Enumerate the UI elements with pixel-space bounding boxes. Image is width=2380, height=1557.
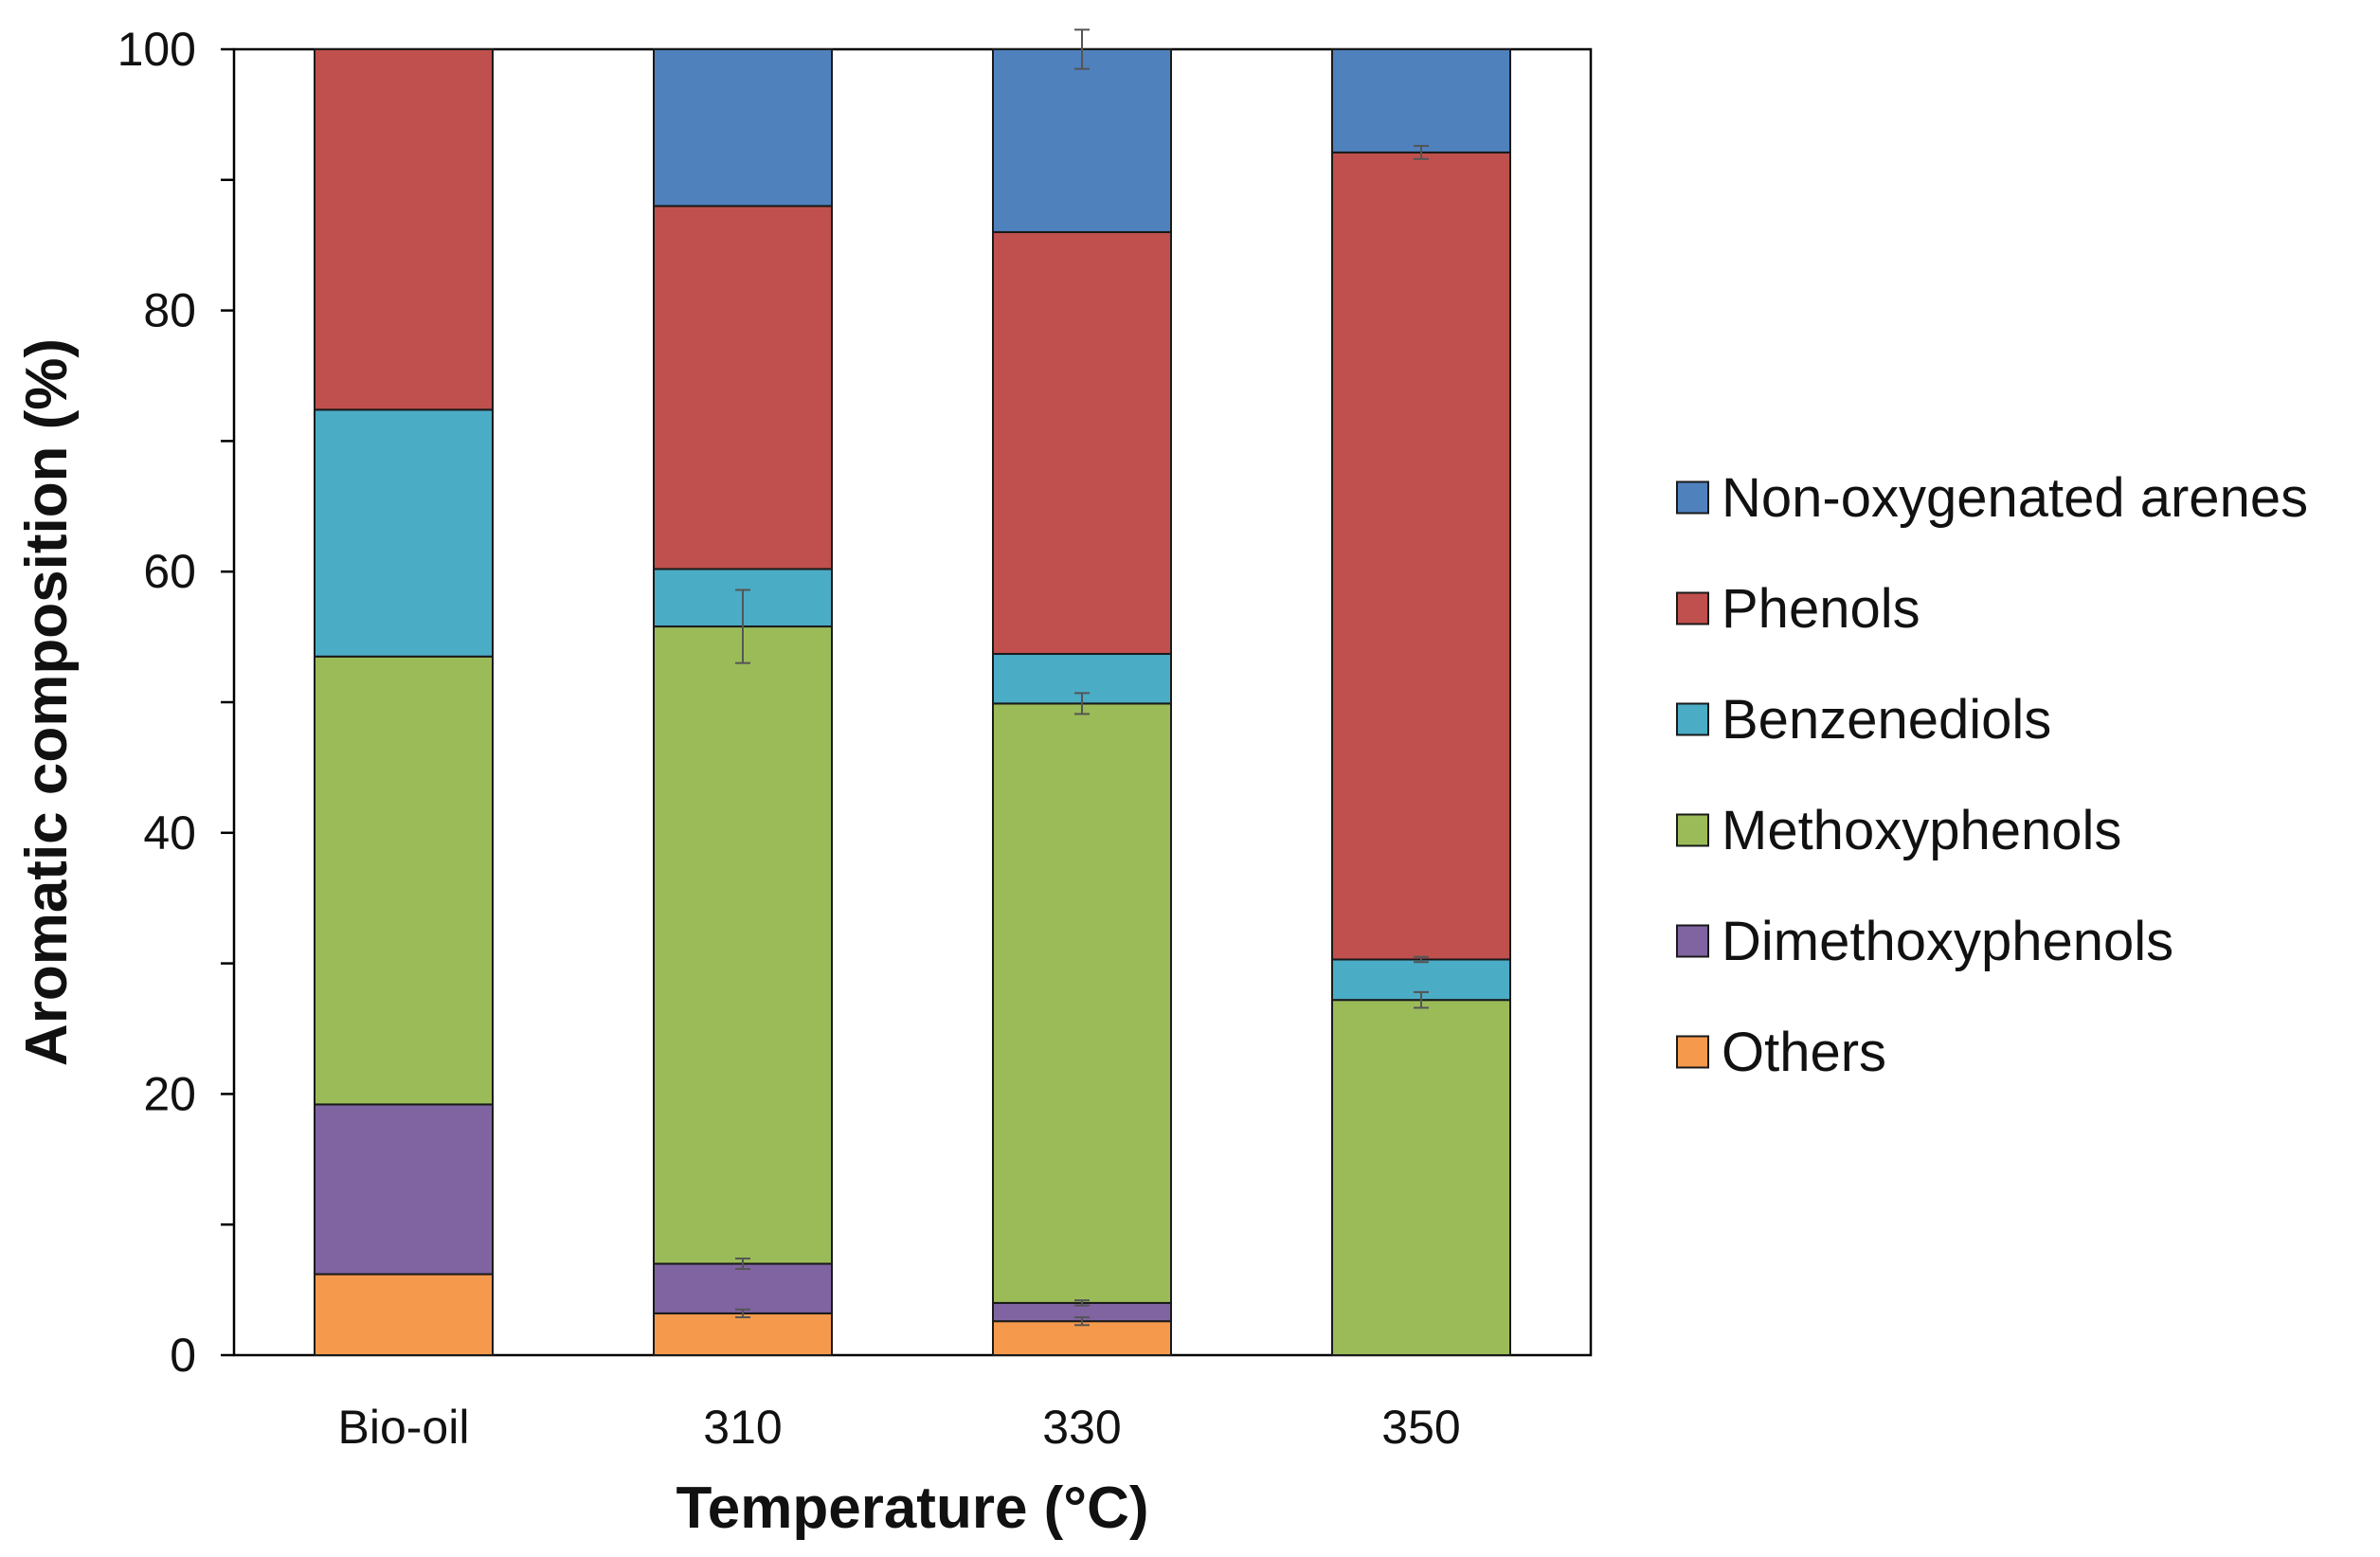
bar-segment: [1331, 151, 1511, 961]
bar-segment: [314, 408, 494, 658]
y-tick-label: 20: [143, 1067, 196, 1120]
x-tick-label: 310: [703, 1401, 782, 1454]
x-tick-label: 330: [1042, 1401, 1121, 1454]
y-tick-label: 40: [143, 806, 196, 860]
legend-swatch: [1676, 1035, 1709, 1069]
x-tick-label: Bio-oil: [338, 1401, 470, 1454]
legend-swatch: [1676, 480, 1709, 515]
bar-segment: [314, 655, 494, 1106]
legend-swatch: [1676, 813, 1709, 847]
error-bars-group: [735, 28, 1429, 1327]
bar-segment: [653, 1262, 833, 1314]
legend-label: Methoxyphenols: [1722, 800, 2121, 861]
bars-group: [314, 48, 1511, 1357]
bar-segment: [1331, 48, 1511, 154]
legend-label: Benzenediols: [1722, 689, 2051, 751]
y-tick-label: 100: [117, 23, 196, 76]
bar-segment: [653, 205, 833, 570]
bar-segment: [653, 1312, 833, 1357]
bar-segment: [992, 702, 1172, 1304]
bar-segment: [653, 625, 833, 1265]
legend-swatch: [1676, 702, 1709, 736]
legend: Non-oxygenated arenes Phenols Benzenediols…: [1676, 467, 2308, 1083]
bar-segment: [992, 48, 1172, 233]
legend-swatch: [1676, 924, 1709, 958]
legend-label: Dimethoxyphenols: [1722, 911, 2173, 972]
bar-segment: [314, 48, 494, 411]
bar-segment: [1331, 999, 1511, 1356]
x-axis-title: Temperature (°C): [676, 1476, 1148, 1541]
y-tick-label: 80: [143, 284, 196, 337]
y-axis: 0 20 40 60 80 100: [117, 23, 234, 1382]
legend-label: Phenols: [1722, 578, 1920, 640]
bar-segment: [314, 1103, 494, 1276]
x-tick-label: 350: [1381, 1401, 1460, 1454]
y-tick-label: 60: [143, 545, 196, 598]
legend-label: Others: [1722, 1022, 1886, 1083]
bar-segment: [992, 230, 1172, 656]
y-tick-label: 0: [170, 1329, 196, 1382]
legend-label: Non-oxygenated arenes: [1722, 467, 2308, 529]
legend-swatch: [1676, 591, 1709, 625]
bar-segment: [314, 1273, 494, 1356]
y-axis-title: Aromatic composition (%): [14, 338, 80, 1066]
bar-segment: [992, 1320, 1172, 1356]
bar-segment: [653, 48, 833, 208]
x-axis: Bio-oil 310 330 350: [338, 1401, 1461, 1454]
